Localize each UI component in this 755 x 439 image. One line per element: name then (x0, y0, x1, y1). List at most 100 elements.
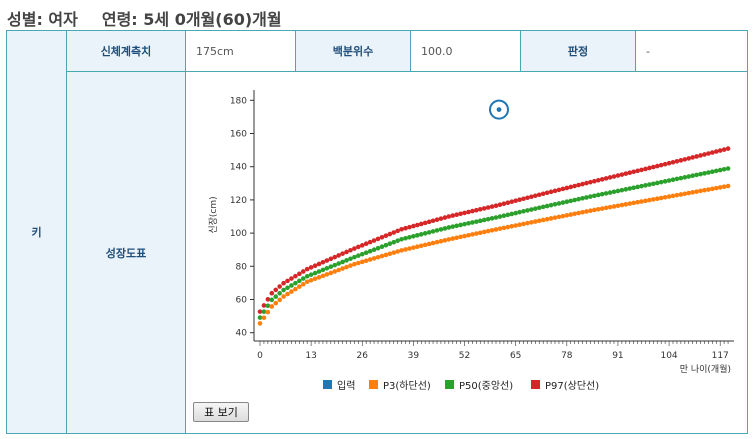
point-p3 (375, 254, 381, 260)
point-p50 (367, 248, 373, 254)
point-p97 (470, 208, 475, 214)
point-p3 (497, 226, 503, 231)
point-p50 (300, 276, 306, 281)
point-p97 (344, 249, 349, 255)
point-p97 (584, 180, 589, 186)
point-p50 (710, 169, 715, 175)
point-p3 (572, 211, 577, 217)
point-p97 (572, 183, 577, 189)
point-p97 (674, 159, 680, 164)
point-p50 (336, 261, 341, 266)
point-p50 (415, 233, 420, 238)
point-p3 (706, 187, 711, 192)
point-p3 (603, 205, 609, 211)
point-p3 (348, 263, 353, 268)
point-p97 (654, 163, 660, 169)
point-p97 (651, 164, 656, 170)
point-p97 (588, 179, 593, 185)
point-p50 (446, 225, 452, 230)
legend-label-p3: P3(하단선) (383, 379, 431, 392)
y-tick-label: 120 (230, 196, 247, 206)
point-p3 (713, 185, 719, 191)
point-p97 (442, 215, 448, 220)
point-p97 (359, 243, 365, 248)
legend-swatch-p3 (369, 380, 378, 389)
point-p50 (678, 175, 684, 181)
x-tick-label: 26 (357, 351, 369, 361)
point-p97 (395, 228, 400, 234)
point-p97 (603, 176, 609, 181)
legend-swatch-p97 (531, 380, 540, 389)
point-p3 (548, 216, 554, 221)
point-p3 (285, 291, 290, 297)
point-p50 (348, 256, 353, 262)
point-p50 (407, 234, 412, 240)
point-p97 (576, 182, 581, 188)
legend-label-input: 입력 (337, 379, 355, 392)
point-p97 (544, 190, 550, 196)
point-p97 (324, 258, 330, 263)
show-table-button[interactable]: 표 보기 (193, 402, 249, 422)
percentile-value: 100.0 (411, 31, 520, 71)
point-p3 (536, 218, 542, 224)
point-p3 (367, 257, 373, 262)
point-p97 (560, 186, 566, 192)
point-p97 (328, 256, 334, 262)
point-p50 (584, 195, 589, 200)
y-tick-label: 180 (230, 96, 247, 106)
point-p3 (627, 201, 633, 206)
point-p50 (466, 221, 471, 226)
point-p97 (257, 309, 263, 314)
point-p3 (320, 273, 326, 279)
chart-label: 성장도표 (67, 72, 185, 433)
point-p97 (387, 231, 393, 237)
page-header: 성별: 여자 연령: 5세 0개월(60)개월 (7, 6, 282, 29)
point-p50 (481, 217, 487, 223)
point-p50 (631, 185, 636, 191)
point-p97 (521, 196, 526, 202)
point-p97 (525, 195, 530, 201)
point-p3 (485, 228, 491, 234)
point-p97 (725, 146, 731, 151)
point-p50 (257, 315, 263, 320)
point-p3 (308, 277, 314, 283)
point-p50 (615, 188, 621, 194)
x-tick-label: 104 (660, 351, 677, 361)
point-p3 (257, 321, 263, 326)
point-p3 (422, 242, 428, 248)
point-p97 (595, 177, 601, 183)
point-p3 (698, 188, 703, 194)
point-p50 (375, 245, 381, 251)
point-p50 (721, 167, 727, 172)
point-p3 (725, 183, 731, 189)
point-p50 (450, 224, 456, 229)
point-p97 (300, 269, 306, 274)
y-tick-label: 40 (236, 329, 248, 339)
point-p3 (379, 253, 385, 259)
point-p97 (706, 151, 711, 156)
point-p3 (352, 261, 357, 267)
point-p3 (328, 270, 334, 276)
point-p97 (312, 263, 318, 268)
point-p50 (674, 176, 680, 182)
point-p3 (702, 187, 707, 193)
point-p3 (450, 236, 456, 241)
point-p50 (304, 273, 310, 279)
point-p3 (651, 197, 656, 202)
point-p50 (340, 259, 345, 265)
point-p50 (379, 244, 385, 250)
point-p50 (411, 233, 416, 239)
point-p3 (418, 243, 424, 249)
point-p97 (497, 202, 503, 208)
point-p97 (261, 303, 267, 308)
point-p3 (654, 196, 660, 201)
point-p3 (442, 238, 448, 243)
point-p50 (666, 178, 672, 183)
point-p3 (619, 202, 625, 208)
x-tick-label: 52 (459, 351, 470, 361)
point-p50 (647, 182, 652, 187)
point-p97 (662, 161, 668, 167)
point-p97 (352, 246, 357, 251)
point-p97 (670, 159, 676, 165)
point-p97 (462, 210, 467, 216)
